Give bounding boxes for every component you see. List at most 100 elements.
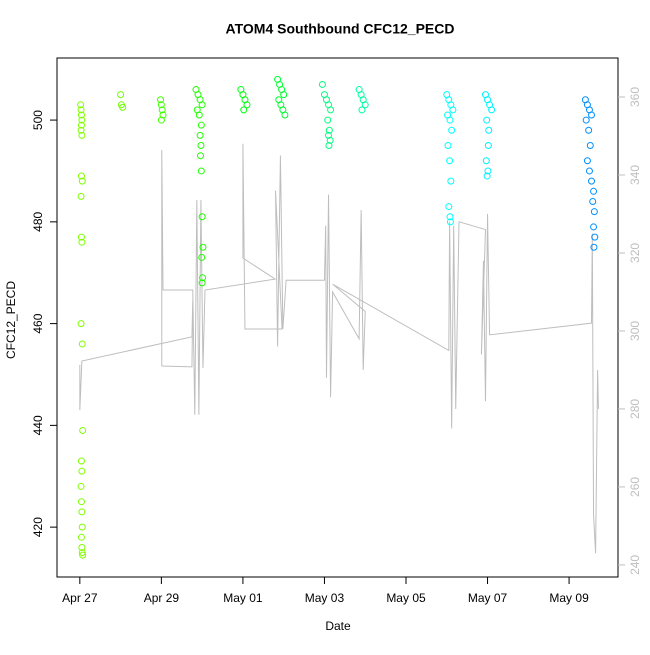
data-point <box>199 243 207 251</box>
data-point <box>157 96 165 104</box>
data-point <box>78 467 86 475</box>
data-point <box>325 142 333 150</box>
data-point <box>449 106 457 114</box>
y-tick-label: 480 <box>31 212 45 232</box>
x-tick-label: Apr 29 <box>144 591 180 605</box>
data-point <box>78 238 86 246</box>
data-point <box>587 177 595 185</box>
data-point <box>78 116 86 124</box>
y-tick-label: 420 <box>31 517 45 537</box>
data-point <box>483 172 491 180</box>
data-point <box>324 116 332 124</box>
y2-tick-label: 260 <box>628 477 642 497</box>
data-point <box>590 243 598 251</box>
data-point <box>240 106 248 114</box>
data-point <box>484 167 492 175</box>
x-tick-label: May 01 <box>223 591 263 605</box>
data-point <box>591 233 599 241</box>
data-point <box>446 157 454 165</box>
data-point <box>325 126 333 134</box>
data-point <box>77 172 85 180</box>
data-point <box>590 187 598 195</box>
plot-box <box>56 57 619 578</box>
data-point <box>243 101 251 109</box>
data-point <box>361 101 369 109</box>
data-line <box>79 143 599 554</box>
data-point <box>488 106 496 114</box>
x-tick-label: May 09 <box>549 591 589 605</box>
data-point <box>197 152 205 160</box>
data-point <box>77 192 85 200</box>
data-point <box>280 91 288 99</box>
data-point <box>198 101 206 109</box>
data-point <box>77 111 85 119</box>
data-point <box>157 116 165 124</box>
data-point <box>77 101 85 109</box>
data-point <box>446 213 454 221</box>
data-point <box>197 167 205 175</box>
data-point <box>358 106 366 114</box>
data-point <box>446 116 454 124</box>
data-point <box>485 126 493 134</box>
data-point <box>197 142 205 150</box>
data-point <box>197 121 205 129</box>
data-point <box>448 126 456 134</box>
chart-title: ATOM4 Southbound CFC12_PECD <box>226 21 455 37</box>
y2-tick-label: 300 <box>628 321 642 341</box>
data-point <box>79 426 87 434</box>
data-point <box>77 498 85 506</box>
data-point <box>326 136 334 144</box>
data-point <box>157 101 165 109</box>
data-point <box>585 167 593 175</box>
data-point <box>78 508 86 516</box>
data-point <box>77 121 85 129</box>
y-axis-title: CFC12_PECD <box>4 281 18 359</box>
data-point <box>446 218 454 226</box>
data-point <box>77 533 85 541</box>
y-tick-label: 440 <box>31 415 45 435</box>
data-point <box>583 157 591 165</box>
y-tick-label: 500 <box>31 110 45 130</box>
data-point <box>589 197 597 205</box>
data-point <box>484 142 492 150</box>
data-point <box>119 103 127 111</box>
data-point <box>78 131 86 139</box>
data-point <box>586 142 594 150</box>
data-point <box>78 177 86 185</box>
data-point <box>447 177 455 185</box>
data-point <box>78 543 86 551</box>
data-point <box>198 279 206 287</box>
y-tick-label: 460 <box>31 313 45 333</box>
x-tick-label: May 07 <box>468 591 508 605</box>
data-point <box>77 320 85 328</box>
data-point <box>77 106 85 114</box>
data-point <box>587 111 595 119</box>
y2-tick-label: 320 <box>628 243 642 263</box>
data-point <box>582 116 590 124</box>
data-point <box>77 126 85 134</box>
data-point <box>198 213 206 221</box>
data-point <box>79 551 87 559</box>
data-point <box>198 253 206 261</box>
x-axis-title: Date <box>325 619 351 633</box>
y2-tick-label: 240 <box>628 555 642 575</box>
data-point <box>318 80 326 88</box>
data-point <box>445 203 453 211</box>
data-point <box>158 106 166 114</box>
data-point <box>590 208 598 216</box>
x-tick-label: May 03 <box>305 591 345 605</box>
x-tick-label: Apr 27 <box>62 591 98 605</box>
x-tick-label: May 05 <box>386 591 426 605</box>
data-point <box>585 126 593 134</box>
data-point <box>590 223 598 231</box>
data-point <box>78 523 86 531</box>
data-point <box>77 233 85 241</box>
data-point <box>482 157 490 165</box>
data-point <box>327 106 335 114</box>
data-point <box>281 111 289 119</box>
data-point <box>196 131 204 139</box>
data-point <box>199 274 207 282</box>
y2-tick-label: 280 <box>628 399 642 419</box>
